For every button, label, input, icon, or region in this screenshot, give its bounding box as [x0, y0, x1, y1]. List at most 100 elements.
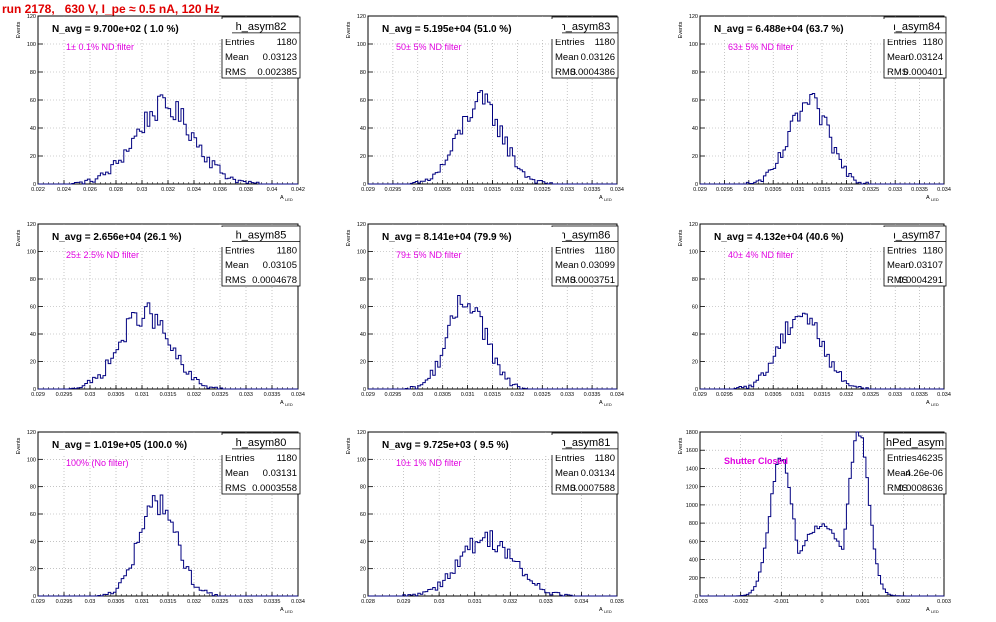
histogram-trace — [700, 92, 944, 185]
y-tick-label: 120 — [689, 222, 698, 228]
navg-box-bg — [708, 19, 894, 39]
y-tick-label: 20 — [30, 360, 36, 366]
filter-label: 79± 5% ND filter — [396, 250, 461, 260]
filter-label: 100% (No filter) — [66, 458, 129, 468]
x-tick-label: 0.0305 — [765, 187, 782, 193]
navg-box: N_avg = 6.488e+04 (63.7 %) — [708, 19, 894, 39]
navg-label: N_avg = 9.725e+03 ( 9.5 %) — [382, 440, 509, 451]
y-tick-label: 20 — [30, 567, 36, 573]
histogram-trace — [368, 294, 617, 390]
histogram-name: h_asym86 — [560, 230, 611, 242]
x-tick-label: 0.033 — [560, 392, 574, 398]
stats-box: h_asym87 Entries 1180 Mean0.03107RMS0.00042… — [883, 225, 947, 287]
stats-value: 0.03134 — [581, 468, 615, 479]
stats-label: Entries — [555, 453, 585, 464]
x-tick-label: 0.024 — [57, 187, 71, 193]
y-tick-label: 120 — [357, 14, 366, 20]
x-tick-label: 0.032 — [840, 187, 854, 193]
y-tick-label: 1600 — [686, 448, 698, 454]
y-tick-label: 1200 — [686, 485, 698, 491]
x-tick-label: 0.032 — [503, 599, 517, 605]
stats-box-frame — [221, 432, 301, 495]
stats-value: 1180 — [595, 245, 615, 256]
histogram-panel-h_asym81: 0.028 0.029 0.03 0.031 0.032 0.033 0.034 0.035 0… — [346, 430, 624, 614]
x-tick-label: 0.0305 — [108, 392, 125, 398]
x-tick-label: 0.003 — [937, 599, 951, 605]
histogram-panel-h_asym84: 0.029 0.0295 0.03 0.0305 0.031 0.0315 0.032 0.0… — [678, 14, 951, 202]
x-tick-label: 0.0315 — [814, 187, 831, 193]
stats-label: RMS — [555, 67, 576, 78]
navg-label: N_avg = 2.656e+04 (26.1 %) — [52, 232, 182, 243]
x-tick-label: 0.034 — [937, 392, 951, 398]
x-tick-label: 0.034 — [291, 599, 305, 605]
x-axis-label: A — [599, 607, 603, 613]
stats-value: 0.0008636 — [898, 483, 943, 494]
stats-label: Mean — [555, 52, 579, 63]
y-tick-label: 80 — [692, 277, 698, 283]
x-tick-label: 0.03 — [743, 392, 754, 398]
y-tick-label: 100 — [357, 457, 366, 463]
y-tick-label: 120 — [27, 430, 36, 436]
stats-box: hPed_asym Entries 46235 Mean-4.26e-06 RMS0.0… — [883, 432, 947, 495]
y-tick-label: 120 — [357, 430, 366, 436]
x-tick-label: 0.038 — [239, 187, 253, 193]
histogram-trace — [700, 312, 944, 390]
y-axis-label: Events — [346, 21, 352, 38]
x-tick-label: 0.03 — [743, 187, 754, 193]
stats-label: Mean — [887, 260, 911, 271]
stats-value: 0.0004678 — [252, 275, 297, 286]
x-tick-label: 0.029 — [693, 392, 707, 398]
histogram-name: h_asym87 — [890, 230, 941, 242]
x-axis-label-subscript: LED — [931, 197, 939, 202]
x-axis-label-subscript: LED — [931, 609, 939, 614]
y-tick-label: 100 — [357, 42, 366, 48]
x-axis-label-subscript: LED — [285, 609, 293, 614]
x-tick-label: 0.033 — [239, 392, 253, 398]
x-tick-label: 0.034 — [610, 187, 624, 193]
stats-value: 0.002385 — [257, 67, 297, 78]
y-tick-label: 0 — [695, 182, 698, 188]
stats-value: 0.03107 — [909, 260, 943, 271]
x-tick-label: 0.0325 — [862, 392, 879, 398]
y-tick-label: 120 — [689, 14, 698, 20]
stats-value: 0.0003558 — [252, 483, 297, 494]
y-tick-label: 40 — [692, 126, 698, 132]
stats-label: Mean — [555, 468, 579, 479]
x-tick-label: 0.028 — [109, 187, 123, 193]
stats-label: Entries — [887, 245, 917, 256]
x-tick-label: 0.03 — [412, 392, 423, 398]
x-tick-label: 0.031 — [461, 187, 475, 193]
x-axis-label: A — [926, 607, 930, 613]
x-tick-label: 0.026 — [83, 187, 97, 193]
y-axis-label: Events — [346, 229, 352, 246]
y-tick-label: 80 — [30, 277, 36, 283]
x-tick-label: -0.003 — [692, 599, 708, 605]
histogram-name: h_asym84 — [890, 21, 941, 33]
x-tick-label: 0.029 — [397, 599, 411, 605]
x-tick-label: 0.0335 — [584, 392, 601, 398]
stats-value: 1180 — [923, 245, 943, 256]
navg-label: N_avg = 4.132e+04 (40.6 %) — [714, 232, 844, 243]
navg-box-bg — [46, 227, 232, 247]
stats-value: 0.03126 — [581, 52, 615, 63]
stats-value: 1180 — [277, 453, 297, 464]
stats-label: RMS — [225, 483, 246, 494]
navg-label: N_avg = 8.141e+04 (79.9 %) — [382, 232, 512, 243]
histogram-name: h_asym83 — [560, 21, 611, 33]
histogram-name: h_asym82 — [236, 21, 287, 33]
navg-label: N_avg = 1.019e+05 (100.0 %) — [52, 440, 187, 451]
navg-box-bg — [376, 19, 562, 39]
y-tick-label: 1400 — [686, 466, 698, 472]
y-tick-label: 40 — [30, 126, 36, 132]
y-tick-label: 0 — [363, 387, 366, 393]
y-tick-label: 20 — [692, 154, 698, 160]
y-tick-label: 600 — [689, 539, 698, 545]
y-tick-label: 40 — [360, 126, 366, 132]
stats-label: RMS — [225, 67, 246, 78]
filter-label: 10± 1% ND filter — [396, 458, 461, 468]
histogram-panel-hPed_asym: -0.003 -0.002 -0.001 0 0.001 0.002 0.003 0 200 40… — [678, 430, 951, 614]
y-tick-label: 40 — [692, 332, 698, 338]
stats-label: RMS — [887, 67, 908, 78]
x-tick-label: -0.001 — [774, 599, 790, 605]
y-tick-label: 400 — [689, 558, 698, 564]
